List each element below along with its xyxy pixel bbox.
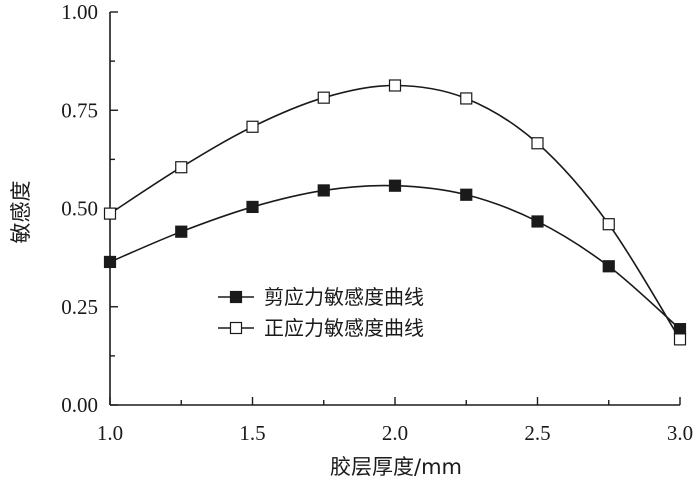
data-point-1 (317, 91, 330, 104)
y-tick-label: 0.00 (61, 393, 98, 417)
data-point-1 (388, 79, 402, 92)
legend-label-shear: 剪应力敏感度曲线 (264, 285, 424, 309)
legend: 剪应力敏感度曲线 正应力敏感度曲线 (218, 285, 424, 340)
data-point-0 (317, 184, 330, 197)
data-point-1 (531, 137, 544, 150)
legend-item-normal: 正应力敏感度曲线 (218, 316, 424, 340)
x-tick-label: 1.5 (239, 421, 265, 445)
data-point-0 (531, 215, 544, 228)
markers (103, 79, 687, 346)
legend-marker-normal (229, 321, 243, 335)
x-axis-title: 胶层厚度/mm (330, 455, 462, 479)
y-tick-label: 0.75 (61, 98, 98, 122)
data-point-0 (175, 225, 188, 238)
y-tick-label: 1.00 (61, 0, 98, 24)
series-line-1 (109, 84, 681, 340)
legend-label-normal: 正应力敏感度曲线 (264, 316, 424, 340)
x-tick-label: 2.5 (524, 421, 550, 445)
data-point-0 (103, 255, 117, 269)
data-point-1 (103, 207, 117, 220)
y-tick-label: 0.25 (61, 295, 98, 319)
data-point-1 (175, 161, 188, 174)
data-point-0 (460, 188, 473, 201)
data-point-0 (388, 179, 402, 192)
x-tick-label: 1.0 (97, 421, 123, 445)
data-point-1 (602, 218, 615, 231)
data-point-0 (673, 323, 687, 336)
data-point-1 (460, 92, 473, 105)
x-tick-label: 2.0 (382, 421, 408, 445)
y-axis-title: 敏感度 (9, 181, 33, 244)
x-ticks: 1.0 1.5 2.0 2.5 3.0 (97, 397, 693, 445)
y-tick-label: 0.50 (61, 197, 98, 221)
plot-area: 0.00 0.25 0.50 0.75 1.00 1.0 1.5 2.0 2.5 3.0 (61, 0, 693, 445)
data-point-0 (246, 200, 259, 214)
x-tick-label: 3.0 (667, 421, 693, 445)
data-point-1 (673, 333, 687, 346)
legend-marker-shear (229, 290, 243, 304)
data-point-1 (246, 120, 259, 133)
data-point-0 (602, 260, 615, 273)
legend-item-shear: 剪应力敏感度曲线 (218, 285, 424, 309)
